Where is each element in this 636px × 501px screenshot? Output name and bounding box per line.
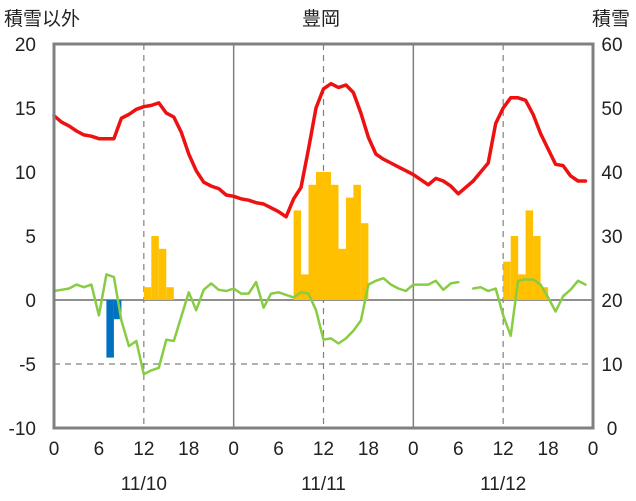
right-axis-tick-label: 10	[601, 355, 622, 376]
precipitation-bar	[323, 172, 331, 300]
precipitation-bar	[301, 274, 309, 300]
negative-bar	[113, 300, 122, 320]
x-axis-tick-label: 0	[228, 439, 239, 460]
precipitation-bar	[166, 287, 174, 300]
plot-border	[52, 42, 595, 430]
precipitation-bar	[540, 287, 549, 300]
x-axis-tick-label: 12	[313, 439, 334, 460]
x-axis-tick-label: 18	[178, 439, 199, 460]
left-axis-tick-label: 0	[25, 291, 36, 312]
left-axis-tick-label: 10	[15, 163, 36, 184]
temperature-line	[52, 81, 588, 219]
left-axis-tick-label: 5	[25, 227, 36, 248]
bar-layer	[106, 172, 549, 358]
precipitation-bar	[158, 248, 167, 300]
plot-frame	[52, 42, 595, 430]
precipitation-bar	[338, 248, 346, 300]
left-axis-tick-label: 15	[15, 99, 36, 120]
precipitation-bar	[518, 274, 526, 300]
left-axis-tick-label: -10	[9, 419, 36, 440]
right-axis-label: 積雪	[592, 8, 630, 30]
left-axis-tick-label: 20	[15, 35, 36, 56]
right-axis-tick-label: 30	[601, 227, 622, 248]
date-label: 11/10	[121, 474, 167, 495]
precipitation-bar	[308, 184, 316, 300]
date-label: 11/12	[480, 474, 526, 495]
precipitation-bar	[503, 261, 511, 300]
date-label: 11/11	[301, 474, 346, 495]
right-axis-tick-label: 40	[601, 163, 622, 184]
x-axis-tick-label: 0	[588, 439, 599, 460]
x-axis-tick-label: 6	[273, 439, 284, 460]
chart-title: 豊岡	[302, 8, 340, 30]
precipitation-bar	[353, 184, 361, 300]
x-axis-tick-label: 12	[493, 439, 514, 460]
precipitation-bar	[293, 210, 302, 300]
right-axis-tick-label: 20	[601, 291, 622, 312]
precipitation-bar	[510, 236, 519, 300]
x-axis-tick-label: 6	[94, 439, 105, 460]
precipitation-bar	[533, 236, 541, 300]
x-axis-tick-label: 0	[49, 439, 60, 460]
line-layer	[52, 81, 588, 376]
precipitation-bar	[331, 184, 339, 300]
left-axis-label: 積雪以外	[4, 8, 80, 30]
precipitation-bar	[346, 197, 354, 300]
right-axis-tick-label: 50	[601, 99, 622, 120]
precipitation-bar	[151, 236, 159, 300]
right-axis-tick-label: 60	[601, 35, 622, 56]
precipitation-bar	[360, 223, 369, 300]
x-axis-tick-label: 12	[133, 439, 154, 460]
precipitation-bar	[316, 172, 324, 300]
precipitation-bar	[143, 287, 152, 300]
right-axis-tick-label: 0	[607, 419, 618, 440]
x-axis-tick-label: 18	[358, 439, 379, 460]
precipitation-bar	[525, 210, 534, 300]
x-axis-tick-label: 18	[538, 439, 559, 460]
negative-bar	[106, 300, 114, 358]
x-axis-tick-label: 6	[453, 439, 464, 460]
left-axis-tick-label: -5	[19, 355, 36, 376]
green-series-line	[52, 273, 587, 376]
x-axis-tick-label: 0	[408, 439, 419, 460]
